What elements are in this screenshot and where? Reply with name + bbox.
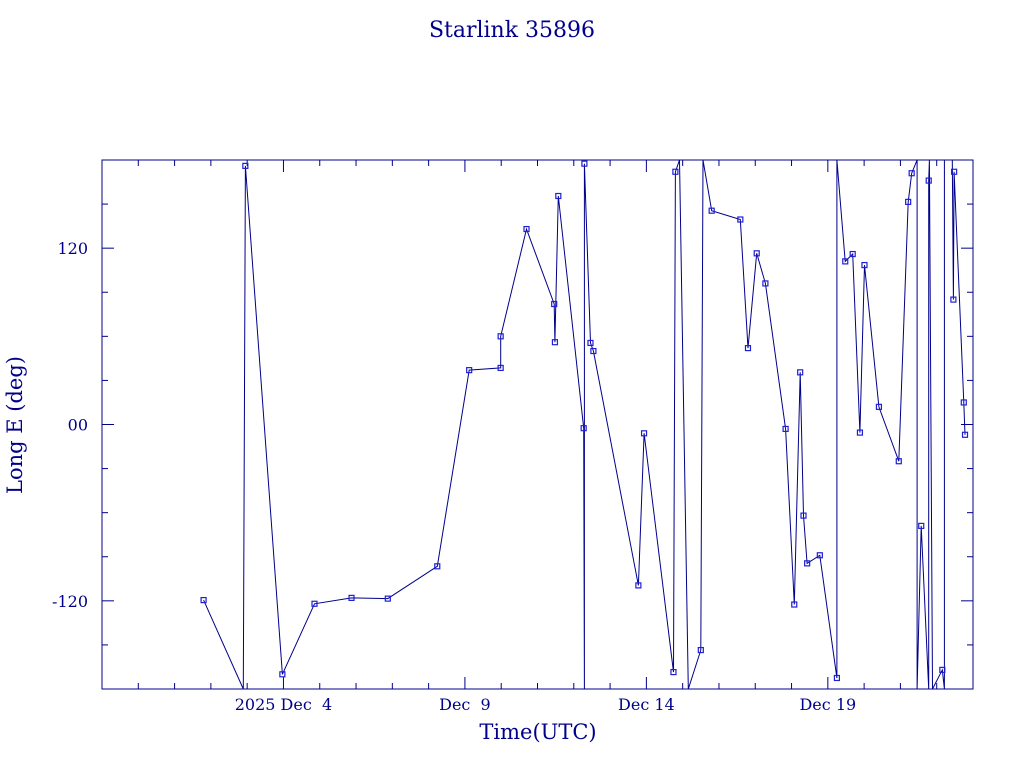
data-point (939, 666, 946, 673)
x-tick-label: Dec 14 (618, 695, 675, 714)
data-point (950, 296, 957, 303)
x-tick-labels: 2025 Dec 4 Dec 9 Dec 14 Dec 19 (235, 695, 856, 714)
x-tick-label: 2025 Dec 4 (235, 695, 332, 714)
data-point (466, 367, 473, 374)
data-point (497, 364, 504, 372)
data-point (523, 225, 530, 233)
data-point (581, 160, 588, 167)
data-point (875, 403, 883, 410)
data-point (635, 582, 642, 589)
data-point (590, 347, 597, 355)
data-point (753, 250, 760, 257)
data-point (856, 429, 864, 436)
data-point (918, 522, 925, 529)
data-point (640, 430, 648, 437)
data-point (895, 458, 902, 465)
data-point (348, 594, 355, 601)
y-tick-labels: 120 00 -120 (52, 239, 88, 611)
series-line (203, 160, 966, 689)
series-longitude (203, 160, 966, 689)
data-point (951, 168, 958, 175)
data-point (905, 198, 912, 205)
data-point (434, 563, 441, 570)
data-point (311, 600, 318, 607)
data-point (697, 646, 704, 654)
data-point (744, 344, 752, 352)
series-markers (200, 160, 969, 682)
data-point (791, 601, 798, 608)
data-point (587, 339, 594, 347)
data-point (842, 258, 849, 265)
data-point (708, 207, 715, 214)
data-point (670, 669, 677, 676)
axis-ticks (101, 160, 974, 689)
data-point (242, 162, 249, 169)
y-tick-label: 00 (68, 416, 88, 435)
data-point (497, 333, 504, 340)
data-point (762, 280, 769, 287)
data-point (816, 552, 823, 559)
data-point (737, 216, 744, 223)
data-point (797, 369, 804, 376)
data-point (672, 168, 679, 175)
data-point (925, 177, 932, 184)
data-point (833, 674, 841, 682)
x-tick-label: Dec 9 (439, 695, 491, 714)
data-point (800, 512, 807, 519)
y-tick-label: -120 (52, 592, 88, 611)
y-axis-label: Long E (deg) (3, 356, 27, 494)
x-axis-label: Time(UTC) (479, 720, 596, 744)
y-tick-label: 120 (57, 239, 88, 258)
data-point (861, 261, 868, 269)
data-point (555, 192, 562, 200)
data-point (849, 250, 856, 258)
data-point (908, 170, 915, 177)
data-point (200, 596, 207, 604)
data-point (384, 595, 391, 602)
data-point (279, 671, 286, 678)
data-point (580, 425, 587, 432)
data-point (961, 431, 969, 438)
data-point (960, 399, 967, 406)
data-point (804, 560, 811, 567)
data-point (551, 339, 559, 346)
x-tick-label: Dec 19 (799, 695, 856, 714)
data-point (782, 425, 789, 433)
chart-title: Starlink 35896 (429, 18, 595, 43)
data-point (551, 300, 558, 308)
plot-frame (101, 159, 974, 690)
